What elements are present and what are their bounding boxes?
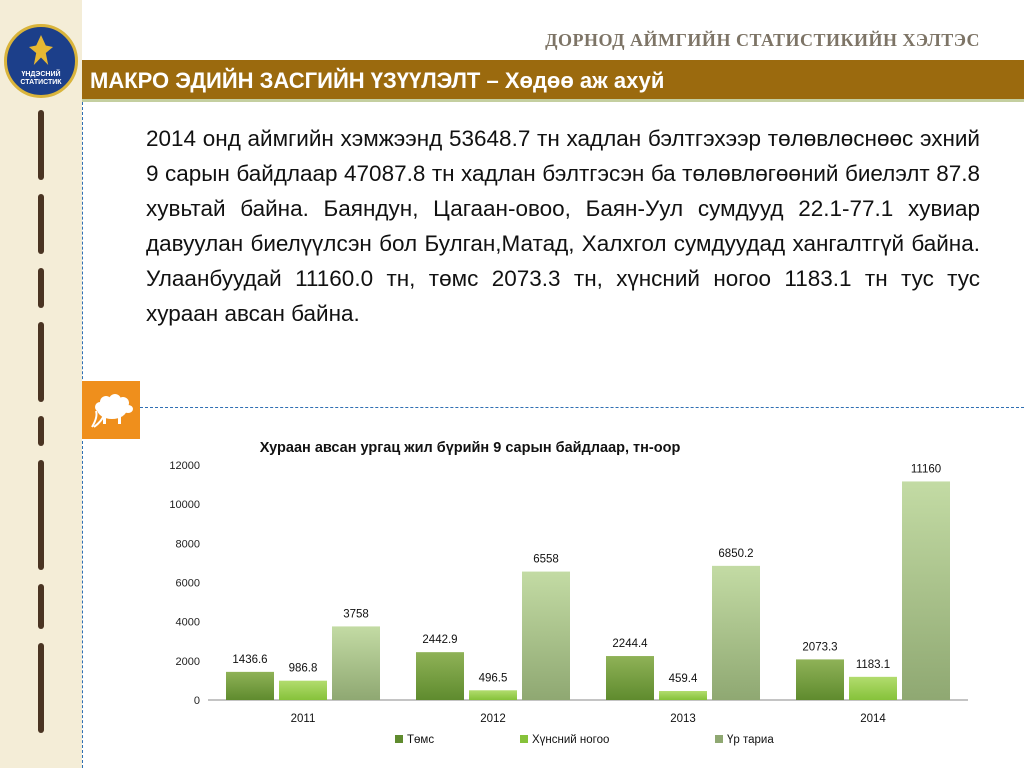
bar-2011-1: [226, 671, 274, 700]
chart-title: Хураан авсан ургац жил бүрийн 9 сарын ба…: [260, 440, 681, 456]
data-label: 1183.1: [856, 659, 890, 671]
statistics-logo: ҮНДЭСНИЙ СТАТИСТИК: [4, 24, 78, 98]
soyombo-icon: [29, 35, 53, 65]
y-tick-label: 4000: [176, 617, 200, 629]
divider-horizontal: [140, 407, 1024, 408]
data-label: 6850.2: [718, 548, 753, 560]
bar-2013-3: [712, 565, 760, 700]
bar-2012-2: [469, 690, 517, 700]
data-label: 2442.9: [422, 634, 457, 646]
bar-2014-3: [902, 481, 950, 700]
data-label: 11160: [911, 463, 941, 475]
legend-label: Төмс: [407, 734, 434, 746]
sheep-icon: [91, 394, 133, 428]
bar-2012-3: [522, 571, 570, 700]
data-label: 2244.4: [612, 638, 648, 650]
y-tick-label: 2000: [176, 656, 200, 668]
y-tick-label: 6000: [176, 578, 200, 590]
bar-2014-2: [849, 676, 897, 700]
bar-2011-2: [279, 680, 327, 700]
org-title: ДОРНОД АЙМГИЙН СТАТИСТИКИЙН ХЭЛТЭС: [545, 30, 980, 50]
x-tick-label: 2013: [670, 713, 696, 725]
decorative-side-band: [0, 0, 82, 768]
x-tick-label: 2014: [860, 713, 886, 725]
mongolian-script-decoration: [0, 110, 82, 760]
y-tick-label: 10000: [169, 499, 200, 511]
legend-swatch: [715, 735, 723, 743]
data-label: 1436.6: [232, 654, 267, 666]
bar-2013-2: [659, 691, 707, 700]
data-label: 459.4: [669, 673, 698, 685]
data-label: 2073.3: [802, 641, 837, 653]
legend-label: Үр тариа: [727, 734, 774, 746]
y-tick-label: 8000: [176, 538, 200, 550]
data-label: 496.5: [479, 672, 508, 684]
bar-2012-1: [416, 652, 464, 700]
x-tick-label: 2012: [480, 713, 506, 725]
slide-title: МАКРО ЭДИЙН ЗАСГИЙН ҮЗҮҮЛЭЛТ – Хөдөө аж …: [82, 60, 1024, 102]
data-label: 3758: [343, 608, 369, 620]
y-tick-label: 0: [194, 695, 200, 707]
section-icon-box: [82, 381, 140, 439]
legend-swatch: [520, 735, 528, 743]
summary-paragraph: 2014 онд аймгийн хэмжээнд 53648.7 тн хад…: [146, 126, 980, 326]
legend-label: Хүнсний ногоо: [532, 734, 609, 746]
x-tick-label: 2011: [291, 713, 316, 725]
bar-2013-1: [606, 656, 654, 700]
data-label: 6558: [533, 554, 559, 566]
harvest-bar-chart: Хураан авсан ургац жил бүрийн 9 сарын ба…: [169, 440, 968, 746]
bar-2011-3: [332, 626, 380, 700]
data-label: 986.8: [289, 663, 318, 675]
bar-2014-1: [796, 659, 844, 700]
logo-text: ҮНДЭСНИЙ СТАТИСТИК: [20, 71, 62, 86]
y-tick-label: 12000: [169, 460, 200, 472]
legend-swatch: [395, 735, 403, 743]
